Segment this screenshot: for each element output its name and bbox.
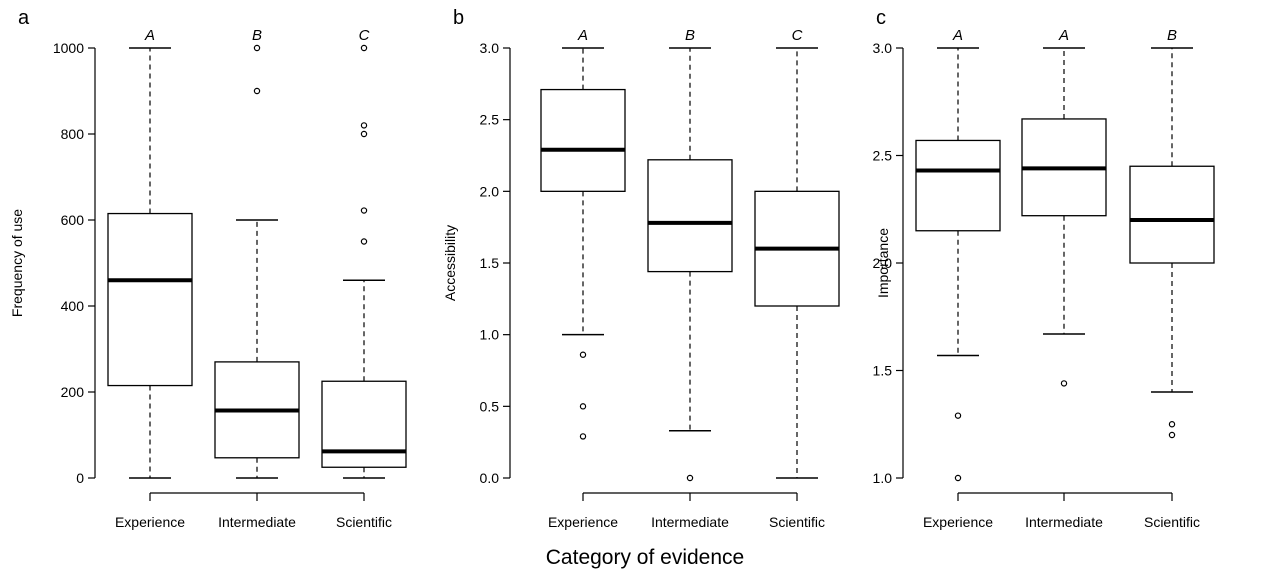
panel-b: b Accessibility 0.0 0.5 1.0 1.5 2.0 2.5 3.0 Exper… bbox=[442, 7, 840, 530]
box-scientific: C bbox=[321, 27, 407, 479]
y-tick-label: 600 bbox=[61, 212, 85, 228]
box-intermediate: B bbox=[214, 27, 300, 479]
group-letter: A bbox=[144, 27, 155, 44]
box-experience: A bbox=[107, 27, 193, 479]
y-tick-label: 0 bbox=[76, 470, 84, 486]
outlier-point bbox=[1168, 431, 1176, 439]
box-experience: A bbox=[915, 27, 1001, 482]
box-intermediate: A bbox=[1021, 27, 1107, 387]
panels: a Frequency of use 0 200 400 600 800 1000 Experi… bbox=[9, 7, 1215, 530]
panel-a: a Frequency of use 0 200 400 600 800 1000 Experi… bbox=[9, 7, 407, 530]
box-scientific: B bbox=[1129, 27, 1215, 439]
group-letter: B bbox=[252, 27, 262, 44]
y-tick-label: 0.0 bbox=[480, 470, 500, 486]
iqr-box bbox=[915, 139, 1001, 232]
outlier-point bbox=[360, 130, 368, 138]
group-letter: B bbox=[1167, 27, 1177, 44]
group-letter: C bbox=[792, 27, 803, 44]
outlier-point bbox=[579, 433, 587, 440]
x-tick-label: Experience bbox=[115, 514, 185, 530]
group-letter: C bbox=[359, 27, 370, 44]
y-axis-title: Accessibility bbox=[442, 225, 458, 301]
box-experience: A bbox=[540, 27, 626, 440]
outlier-point bbox=[360, 207, 368, 214]
x-tick-label: Scientific bbox=[336, 514, 392, 530]
outlier-point bbox=[954, 412, 962, 419]
x-tick-label: Experience bbox=[923, 514, 993, 530]
panel-letter: a bbox=[18, 7, 30, 29]
y-tick-label: 3.0 bbox=[480, 40, 500, 56]
outlier-point bbox=[579, 403, 587, 410]
box-intermediate: B bbox=[647, 27, 733, 482]
iqr-box bbox=[647, 159, 733, 273]
y-tick-label: 3.0 bbox=[873, 40, 893, 56]
x-axis-title: Category of evidence bbox=[546, 546, 744, 569]
y-tick-label: 0.5 bbox=[480, 398, 500, 414]
y-tick-label: 1000 bbox=[53, 40, 84, 56]
outlier-point bbox=[579, 351, 587, 358]
outlier-point bbox=[954, 474, 962, 482]
x-tick-label: Scientific bbox=[1144, 514, 1200, 530]
outlier-point bbox=[360, 44, 368, 52]
x-tick-label: Scientific bbox=[769, 514, 825, 530]
group-letter: A bbox=[577, 27, 588, 44]
x-tick-label: Intermediate bbox=[218, 514, 296, 530]
y-axis-title: Importance bbox=[875, 228, 891, 298]
x-tick-label: Intermediate bbox=[1025, 514, 1103, 530]
y-tick-label: 400 bbox=[61, 298, 85, 314]
y-tick-label: 2.5 bbox=[480, 112, 500, 128]
y-tick-label: 800 bbox=[61, 126, 85, 142]
y-axis-title: Frequency of use bbox=[9, 209, 25, 317]
y-tick-label: 1.5 bbox=[480, 255, 500, 271]
x-tick-label: Experience bbox=[548, 514, 618, 530]
panel-letter: c bbox=[876, 7, 886, 29]
y-tick-label: 1.0 bbox=[480, 327, 500, 343]
outlier-point bbox=[360, 238, 368, 245]
y-tick-label: 2.0 bbox=[480, 183, 500, 199]
y-tick-label: 1.0 bbox=[873, 470, 893, 486]
y-tick-label: 2.5 bbox=[873, 148, 893, 164]
group-letter: B bbox=[685, 27, 695, 44]
iqr-box bbox=[1129, 165, 1215, 264]
outlier-point bbox=[686, 474, 694, 482]
box-scientific: C bbox=[754, 27, 840, 479]
group-letter: A bbox=[952, 27, 963, 44]
x-tick-label: Intermediate bbox=[651, 514, 729, 530]
outlier-point bbox=[360, 122, 368, 129]
group-letter: A bbox=[1058, 27, 1069, 44]
outlier-point bbox=[253, 87, 261, 95]
iqr-box bbox=[321, 380, 407, 468]
outlier-point bbox=[253, 44, 261, 52]
y-tick-label: 200 bbox=[61, 384, 85, 400]
iqr-box bbox=[540, 88, 626, 192]
y-tick-label: 1.5 bbox=[873, 363, 893, 379]
panel-c: c Importance 1.0 1.5 2.0 2.5 3.0 Experience Inte… bbox=[873, 7, 1215, 530]
outlier-point bbox=[1060, 380, 1068, 387]
panel-letter: b bbox=[453, 7, 464, 29]
iqr-box bbox=[107, 212, 193, 387]
outlier-point bbox=[1168, 421, 1176, 428]
y-tick-label: 2.0 bbox=[873, 255, 893, 271]
